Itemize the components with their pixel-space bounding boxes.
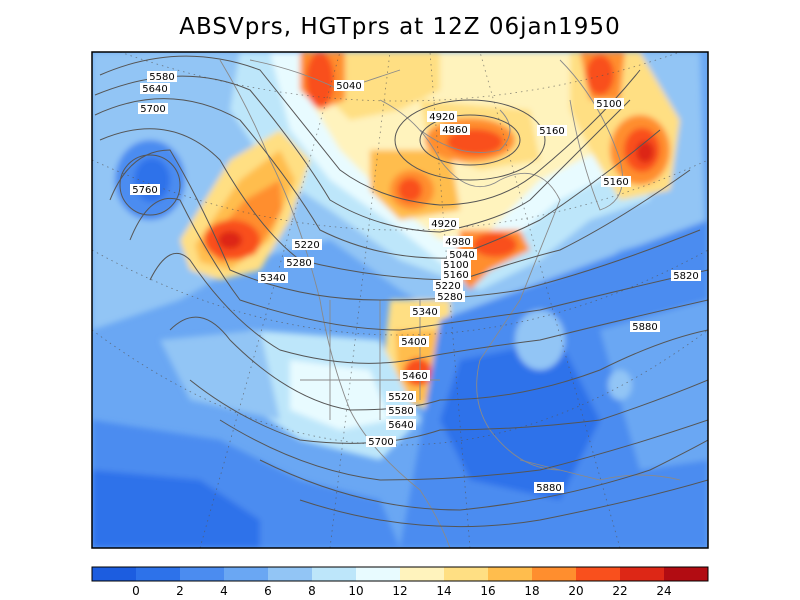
contour-label: 5640 — [140, 83, 170, 95]
svg-text:5460: 5460 — [402, 371, 427, 382]
contour-label: 5280 — [284, 257, 314, 269]
colorbar-swatch — [92, 567, 137, 581]
colorbar-tick-label: 4 — [220, 584, 228, 598]
contour-label: 5160 — [601, 176, 631, 188]
colorbar-tick-label: 18 — [524, 584, 539, 598]
svg-text:5580: 5580 — [149, 72, 174, 83]
contour-label: 5100 — [441, 259, 471, 271]
contour-label: 4980 — [443, 236, 473, 248]
colorbar-swatch — [620, 567, 665, 581]
contour-label: 5040 — [334, 80, 364, 92]
contour-label: 5880 — [630, 321, 660, 333]
colorbar-swatch — [312, 567, 357, 581]
colorbar-swatch — [576, 567, 621, 581]
svg-text:5100: 5100 — [443, 260, 468, 271]
colorbar: 0 2 4 6 8 10 12 14 16 18 20 22 24 — [91, 566, 709, 598]
contour-label: 5700 — [366, 436, 396, 448]
svg-text:5580: 5580 — [388, 406, 413, 417]
svg-text:4920: 4920 — [431, 219, 456, 230]
svg-text:5640: 5640 — [388, 420, 413, 431]
colorbar-tick-label: 20 — [568, 584, 583, 598]
svg-text:5880: 5880 — [632, 322, 657, 333]
svg-text:5280: 5280 — [286, 258, 311, 269]
contour-label: 5220 — [292, 239, 322, 251]
contour-label: 5340 — [410, 306, 440, 318]
contour-label: 5700 — [138, 103, 168, 115]
contour-label: 5820 — [671, 270, 701, 282]
colorbar-swatch — [356, 567, 401, 581]
svg-text:5400: 5400 — [401, 337, 426, 348]
colorbar-swatch — [532, 567, 577, 581]
svg-text:5280: 5280 — [437, 292, 462, 303]
svg-text:5220: 5220 — [294, 240, 319, 251]
contour-label: 5580 — [147, 71, 177, 83]
contour-label: 4860 — [440, 124, 470, 136]
contour-label: 4920 — [427, 111, 457, 123]
colorbar-swatch — [136, 567, 181, 581]
contour-label: 5100 — [594, 98, 624, 110]
contour-label: 5220 — [433, 280, 463, 292]
colorbar-swatch — [400, 567, 445, 581]
colorbar-swatch — [444, 567, 489, 581]
contour-labels: 5580 5640 5700 5760 5040 4920 4860 5160 … — [130, 71, 701, 494]
field-layer: 5580 5640 5700 5760 5040 4920 4860 5160 … — [92, 52, 708, 548]
contour-label: 5760 — [130, 184, 160, 196]
svg-text:5220: 5220 — [435, 281, 460, 292]
contour-label: 5280 — [435, 291, 465, 303]
contour-label: 5640 — [386, 419, 416, 431]
colorbar-tick-label: 24 — [656, 584, 671, 598]
colorbar-swatch — [224, 567, 269, 581]
svg-text:5640: 5640 — [142, 84, 167, 95]
colorbar-tick-label: 2 — [176, 584, 184, 598]
svg-text:5040: 5040 — [336, 81, 361, 92]
colorbar-tick-label: 16 — [480, 584, 495, 598]
contour-label: 5160 — [441, 269, 471, 281]
contour-label: 5160 — [537, 125, 567, 137]
contour-label: 5580 — [386, 405, 416, 417]
colorbar-swatch — [488, 567, 533, 581]
colorbar-tick-label: 22 — [612, 584, 627, 598]
svg-text:5700: 5700 — [140, 104, 165, 115]
svg-text:4920: 4920 — [429, 112, 454, 123]
contour-label: 5400 — [399, 336, 429, 348]
colorbar-tick-label: 0 — [132, 584, 140, 598]
svg-text:5160: 5160 — [443, 270, 468, 281]
contour-label: 5880 — [534, 482, 564, 494]
map-frame — [91, 51, 709, 549]
colorbar-border — [91, 566, 709, 582]
colorbar-swatch — [180, 567, 225, 581]
svg-text:5040: 5040 — [449, 250, 474, 261]
svg-text:5160: 5160 — [539, 126, 564, 137]
contour-label: 4920 — [429, 218, 459, 230]
colorbar-tick-label: 6 — [264, 584, 272, 598]
svg-text:5760: 5760 — [132, 185, 157, 196]
contour-label: 5340 — [258, 272, 288, 284]
colorbar-swatch — [268, 567, 313, 581]
contour-label: 5040 — [447, 249, 477, 261]
svg-text:5160: 5160 — [603, 177, 628, 188]
svg-text:5340: 5340 — [412, 307, 437, 318]
svg-text:5100: 5100 — [596, 99, 621, 110]
colorbar-tick-label: 14 — [436, 584, 451, 598]
svg-text:5820: 5820 — [673, 271, 698, 282]
svg-text:4860: 4860 — [442, 125, 467, 136]
map-title: ABSVprs, HGTprs at 12Z 06jan1950 — [179, 14, 621, 40]
svg-text:5340: 5340 — [260, 273, 285, 284]
contour-label: 5460 — [400, 370, 430, 382]
svg-text:5880: 5880 — [536, 483, 561, 494]
colorbar-tick-label: 10 — [348, 584, 363, 598]
colorbar-tick-label: 8 — [308, 584, 316, 598]
colorbar-tick-label: 12 — [392, 584, 407, 598]
svg-text:5520: 5520 — [388, 392, 413, 403]
colorbar-swatch — [664, 567, 709, 581]
svg-text:5700: 5700 — [368, 437, 393, 448]
contour-label: 5520 — [386, 391, 416, 403]
svg-text:4980: 4980 — [445, 237, 470, 248]
